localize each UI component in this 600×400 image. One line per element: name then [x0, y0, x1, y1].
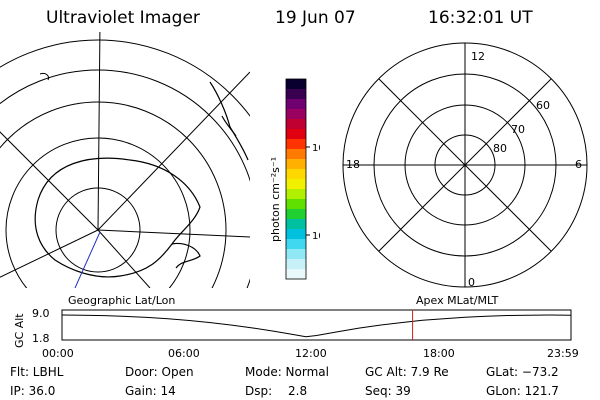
longitude-line: [97, 32, 101, 231]
colorbar-cell: [286, 129, 306, 140]
mlat-label: 80: [493, 142, 507, 155]
filter-info: Flt: LBHL: [10, 365, 64, 379]
subsatellite-track: [74, 231, 101, 288]
colorbar-cell: [286, 169, 306, 180]
altitude-chart: Geographic Lat/Lon Apex MLat/MLT GC Alt …: [13, 294, 579, 360]
x-tick-label: 23:59: [547, 347, 579, 360]
mlt-label: 6: [575, 158, 582, 171]
coastline: [209, 81, 249, 161]
mlt-label: 0: [468, 276, 475, 289]
colorbar-cell: [286, 119, 306, 130]
latitude-circle: [0, 101, 227, 288]
time-label: 16:32:01 UT: [428, 8, 533, 28]
latitude-circle: [0, 69, 250, 288]
altitude-series-line: [61, 314, 572, 338]
longitude-line: [0, 131, 99, 231]
colorbar-cell: [286, 239, 306, 250]
colorbar-unit-label: photon cm⁻²s⁻¹: [269, 157, 282, 242]
dsp-label: Dsp:: [245, 384, 273, 398]
x-tick-label: 06:00: [168, 347, 200, 360]
mode-info: Mode: Normal: [245, 365, 329, 379]
latitude-circle: [0, 39, 250, 117]
longitude-line: [97, 71, 250, 231]
colorbar-cell: [286, 159, 306, 170]
geographic-map: [0, 32, 250, 288]
mlat-label: 60: [536, 99, 550, 112]
y-tick-label: 1.8: [32, 332, 50, 345]
x-tick-label: 12:00: [295, 347, 327, 360]
glon-info: GLon: 121.7: [486, 384, 559, 398]
gain-info: Gain: 14: [125, 384, 176, 398]
colorbar-cell: [286, 89, 306, 100]
latitude-circle: [5, 137, 191, 288]
colorbar-tick: 10: [312, 231, 320, 242]
coastline: [171, 242, 201, 269]
colorbar-cell: [286, 269, 306, 280]
longitude-line: [97, 229, 250, 238]
mlt-label: 12: [471, 50, 485, 63]
colorbar-cell: [286, 249, 306, 260]
colorbar-cell: [286, 219, 306, 230]
colorbar-cell: [286, 259, 306, 270]
coastline: [39, 73, 49, 81]
colorbar-cell: [286, 189, 306, 200]
colorbar-cell: [286, 229, 306, 240]
colorbar: 100 10 photon cm⁻²s⁻¹: [269, 78, 320, 280]
y-axis-label: GC Alt: [13, 313, 26, 348]
polar-label: Apex MLat/MLT: [416, 294, 499, 307]
colorbar-cell: [286, 109, 306, 120]
coastline: [221, 115, 237, 137]
y-tick-label: 9.0: [32, 307, 50, 320]
glat-info: GLat: −73.2: [486, 365, 559, 379]
colorbar-cell: [286, 149, 306, 160]
colorbar-cell: [286, 79, 306, 90]
colorbar-tick: 100: [312, 143, 320, 154]
gc-alt-info: GC Alt: 7.9 Re: [365, 365, 449, 379]
door-info: Door: Open: [125, 365, 194, 379]
date-label: 19 Jun 07: [275, 8, 356, 28]
colorbar-cell: [286, 139, 306, 150]
polar-plot: 12 18 6 0 60 70 80: [342, 42, 588, 289]
colorbar-cell: [286, 179, 306, 190]
dsp-value: 2.8: [288, 384, 308, 398]
map-label: Geographic Lat/Lon: [68, 294, 175, 307]
app-title: Ultraviolet Imager: [46, 8, 200, 28]
longitude-line: [97, 229, 151, 288]
x-tick-label: 00:00: [42, 347, 74, 360]
x-tick-label: 18:00: [423, 347, 455, 360]
colorbar-cell: [286, 209, 306, 220]
mlt-label: 18: [346, 158, 360, 171]
longitude-line: [0, 229, 99, 278]
colorbar-cell: [286, 99, 306, 110]
ip-info: IP: 36.0: [10, 384, 56, 398]
antarctica-coastline: [34, 157, 201, 278]
mlat-label: 70: [511, 123, 525, 136]
colorbar-cell: [286, 199, 306, 210]
mlt-line: [378, 78, 552, 252]
seq-info: Seq: 39: [365, 384, 411, 398]
plot-frame: [61, 309, 572, 341]
